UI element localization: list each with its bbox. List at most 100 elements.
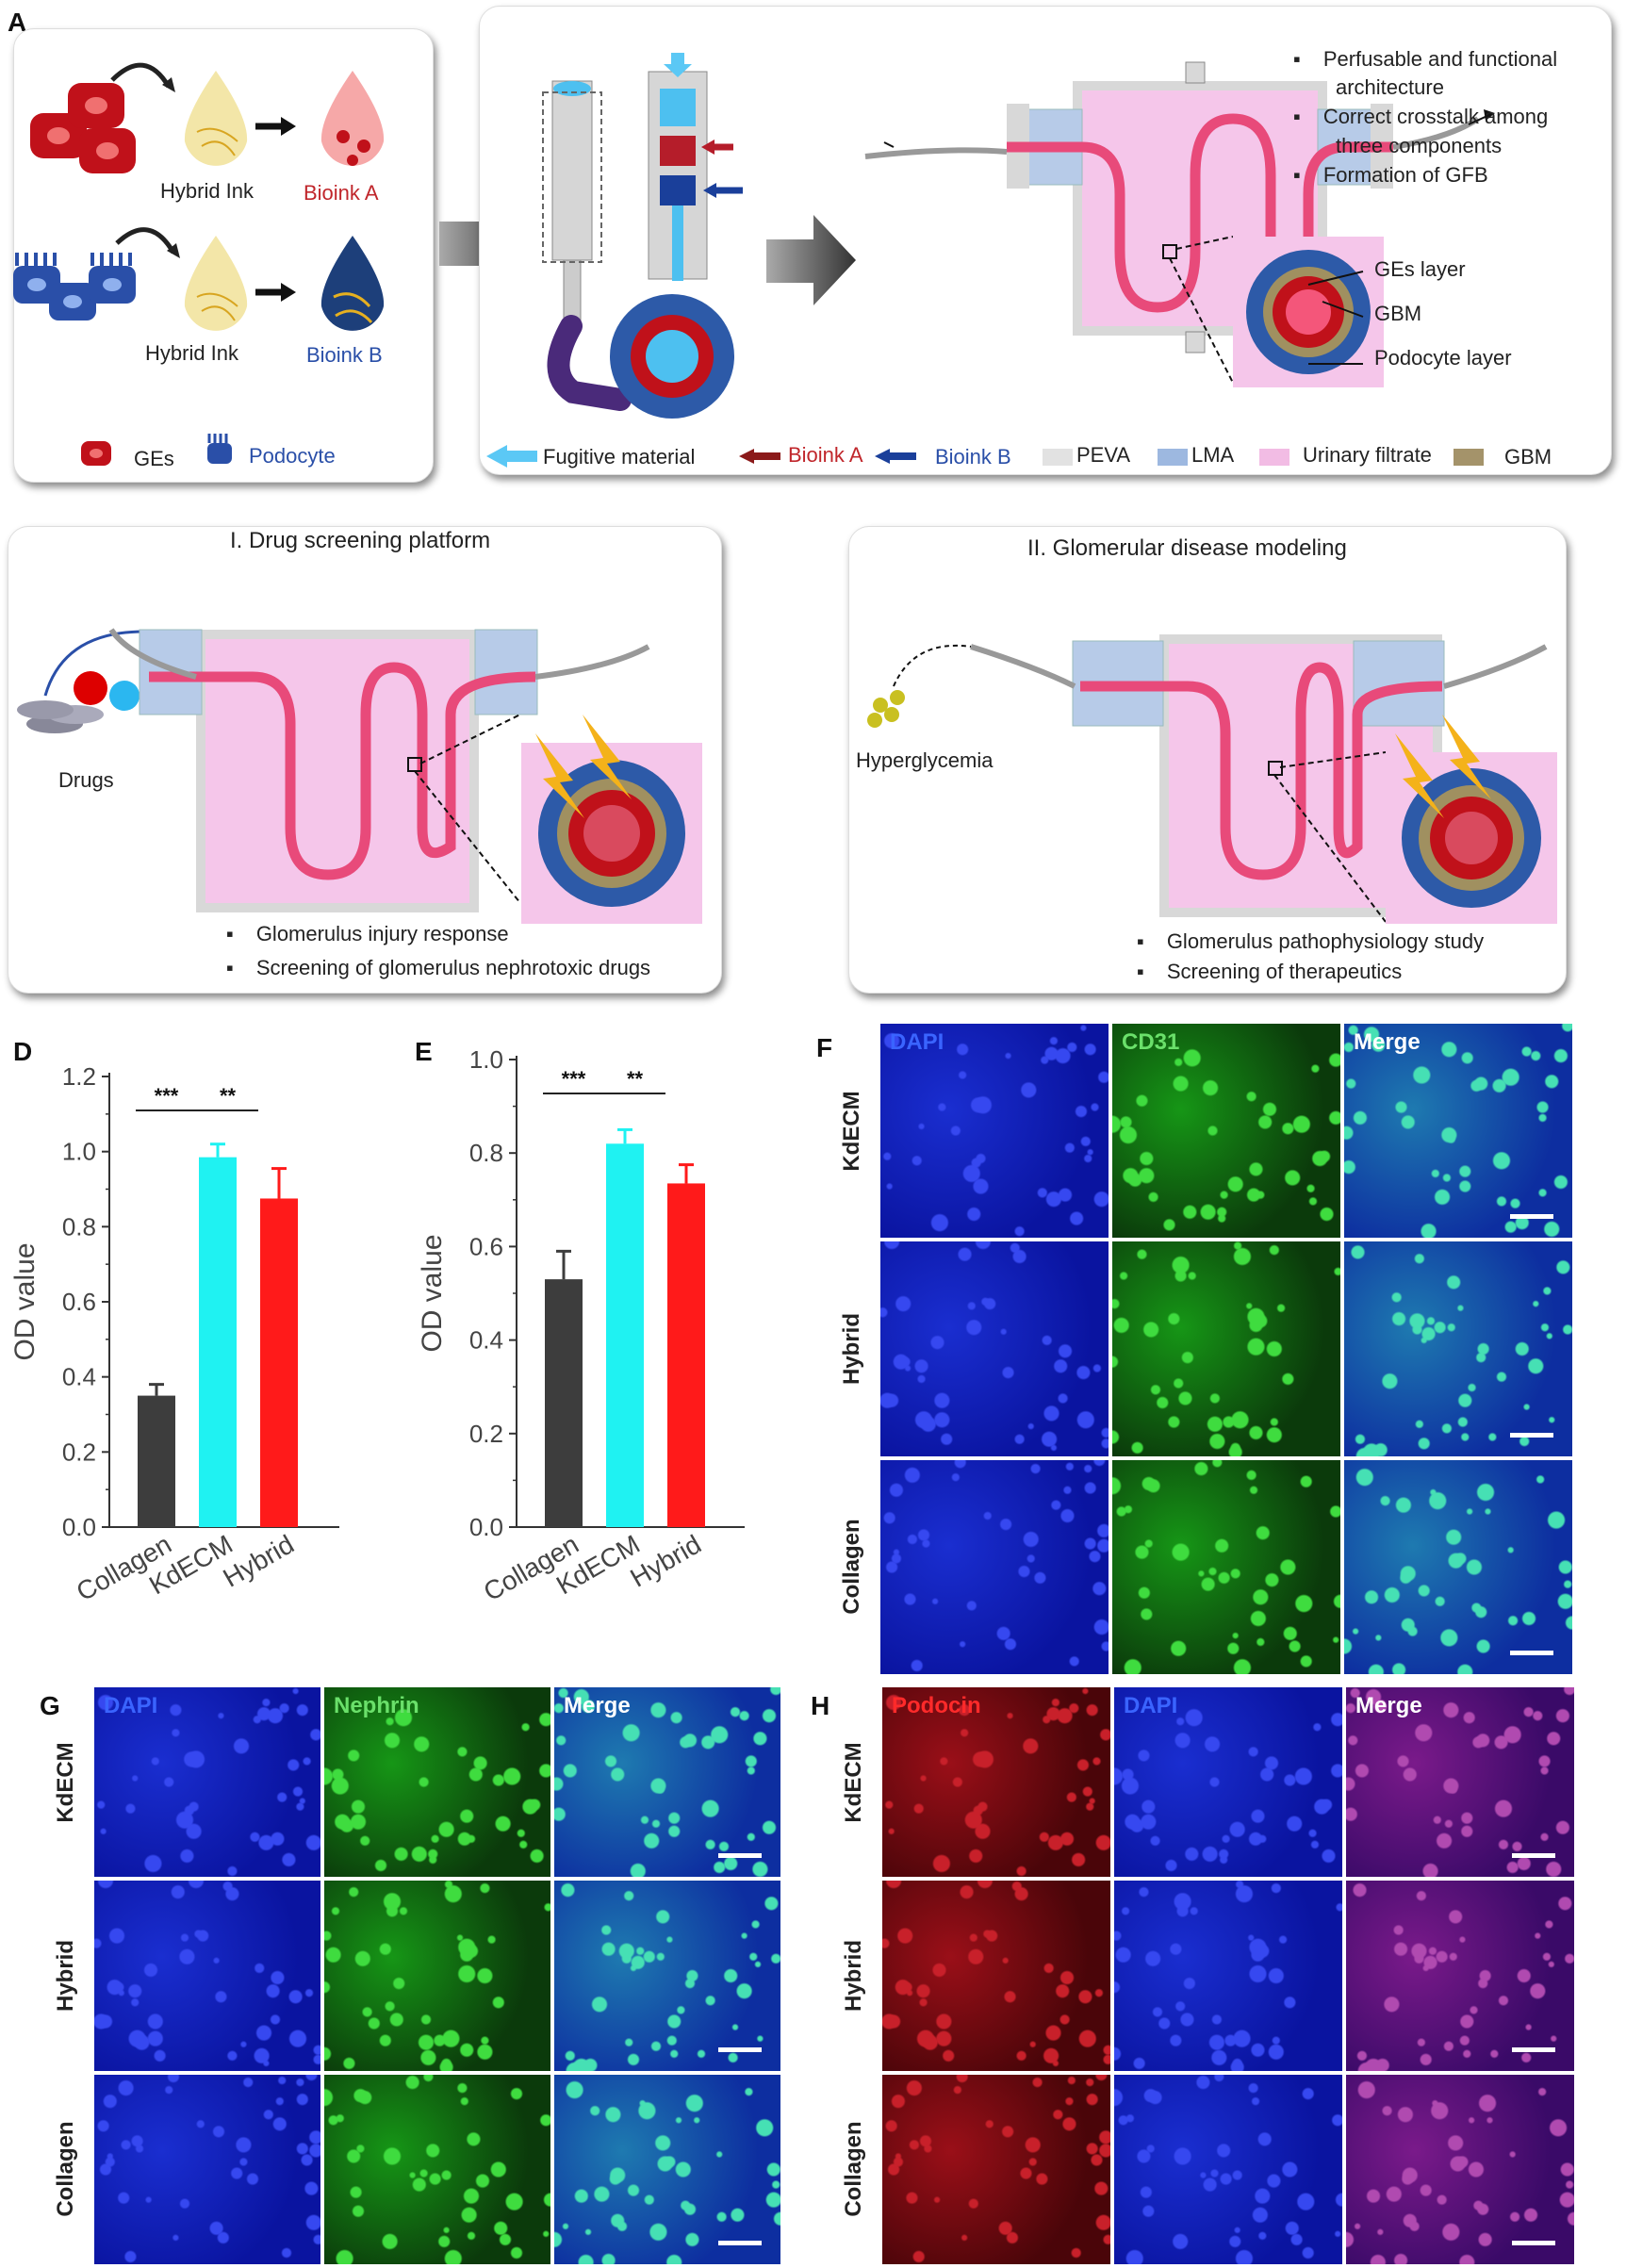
panel-h-micrographs: Podocin DAPI Merge: [882, 1687, 1574, 2264]
micrograph-panelG-kdecm-dapi: DAPI: [94, 1687, 320, 1878]
micrograph-col-label: DAPI: [104, 1693, 158, 1718]
panel-b-illustration: [486, 53, 1495, 468]
micrograph-panelH-hybrid-dapi: [1114, 1881, 1342, 2071]
micrograph-row-label: Hybrid: [53, 1940, 78, 2013]
scale-bar: [1512, 2240, 1555, 2245]
panel-g-micrographs: DAPI Nephrin Merge: [94, 1687, 780, 2264]
bioink-b-legend-icon: [875, 449, 916, 464]
y-tick-label: 1.0: [469, 1046, 503, 1074]
bioink-b-drop-icon: [320, 236, 385, 331]
c2-bullet-2: Screening of therapeutics: [1137, 960, 1403, 984]
significance-label: ***: [562, 1067, 586, 1091]
y-tick-label: 0.4: [469, 1326, 503, 1355]
podocyte-layer-label: Podocyte layer: [1374, 346, 1512, 370]
x-tick-label: Hybrid: [218, 1529, 299, 1592]
hybrid-ink-label-2: Hybrid Ink: [145, 341, 239, 365]
micrograph-panelF-collagen-cd31: [1112, 1459, 1340, 1674]
significance-label: ***: [155, 1084, 179, 1108]
micrograph-col-label: DAPI: [1124, 1693, 1178, 1718]
micrograph-panelG-hybrid-merge: [554, 1881, 780, 2071]
micrograph-panelH-collagen-podocin: [882, 2074, 1110, 2264]
micrograph-panelG-kdecm-merge: Merge: [554, 1687, 780, 1878]
b-bullet-2b: three components: [1336, 134, 1503, 157]
x-tick-label: Hybrid: [625, 1529, 706, 1592]
micrograph-panelH-hybrid-podocin: [882, 1881, 1110, 2071]
y-tick-label: 0.6: [469, 1232, 503, 1260]
y-tick-label: 1.0: [62, 1138, 96, 1166]
micrograph-panelH-kdecm-podocin: Podocin: [882, 1687, 1110, 1878]
hybrid-ink-drop-icon-2: [184, 236, 248, 331]
y-tick-label: 0.4: [62, 1363, 96, 1391]
drugs-label: Drugs: [58, 768, 114, 792]
micrograph-panelG-collagen-dapi: [94, 2074, 320, 2264]
big-arrow-icon-b: [766, 215, 856, 305]
micrograph-panelG-collagen-merge: [554, 2074, 780, 2264]
peva-legend-icon: [1043, 449, 1073, 466]
glucose-icon: [873, 698, 888, 713]
micrograph-col-label: Merge: [1355, 1693, 1422, 1718]
y-tick-label: 0.2: [469, 1420, 503, 1448]
legend-gbm: GBM: [1504, 445, 1552, 468]
legend-bioink-a: Bioink A: [788, 443, 863, 467]
scale-bar: [1510, 1432, 1553, 1438]
significance-label: **: [627, 1067, 644, 1091]
gbm-legend-icon: [1454, 449, 1484, 466]
gbm-label: GBM: [1374, 302, 1422, 325]
y-tick-label: 0.0: [469, 1513, 503, 1541]
panel-letter-f: F: [816, 1033, 833, 1062]
scale-bar: [1512, 1853, 1555, 1859]
b-bullet-2: Correct crosstalk among: [1293, 105, 1548, 129]
hybrid-ink-drop-icon: [184, 71, 248, 166]
y-tick-label: 0.8: [62, 1212, 96, 1241]
micrograph-col-label: Podocin: [892, 1693, 981, 1718]
panel-letter-e: E: [415, 1037, 433, 1066]
micrograph-row-label: Collagen: [839, 1519, 864, 1615]
fugitive-legend-icon: [486, 445, 537, 468]
scale-bar: [1510, 1650, 1553, 1655]
c1-bullet-1: Glomerulus injury response: [226, 922, 509, 946]
bar-hybrid: [260, 1198, 298, 1527]
legend-ges-label: GEs: [134, 447, 174, 470]
disease-model-illustration: [867, 634, 1557, 924]
scale-bar: [1510, 1214, 1553, 1220]
micrograph-panelH-hybrid-merge: [1346, 1881, 1574, 2071]
chip-device-icon: [864, 61, 1495, 387]
panel-f-micrographs: DAPI CD31 Merge: [880, 1024, 1572, 1674]
lightning-icon-2: [1395, 733, 1444, 818]
c1-title: I. Drug screening platform: [230, 528, 491, 553]
bar-collagen: [138, 1395, 175, 1527]
panel-letter-h: H: [811, 1691, 830, 1720]
micrograph-panelG-hybrid-nephrin: [324, 1881, 550, 2071]
panel-letter-d: D: [13, 1037, 33, 1066]
micrograph-col-label: Merge: [1354, 1029, 1421, 1055]
scale-bar: [718, 2046, 762, 2052]
micrograph-panelF-collagen-dapi: [880, 1459, 1109, 1674]
bioink-a-legend-icon: [739, 449, 780, 464]
c2-bullet-1: Glomerulus pathophysiology study: [1137, 929, 1484, 954]
b-bullet-1b: architecture: [1336, 75, 1444, 99]
bar-kdecm: [606, 1143, 644, 1527]
bar-hybrid: [667, 1183, 705, 1527]
y-tick-label: 0.2: [62, 1438, 96, 1466]
micrograph-panelH-collagen-merge: [1346, 2074, 1574, 2264]
y-tick-label: 0.6: [62, 1288, 96, 1316]
micrograph-col-label: Nephrin: [334, 1693, 419, 1718]
drugs-icon: [17, 630, 150, 733]
bioink-a-label: Bioink A: [304, 181, 379, 205]
y-tick-label: 1.2: [62, 1062, 96, 1091]
ges-layer-label: GEs layer: [1374, 257, 1466, 281]
podocyte-cells-icon: [13, 253, 136, 320]
podocyte-legend-icon: [207, 443, 232, 464]
bioink-b-label: Bioink B: [306, 343, 383, 367]
micrograph-panelF-kdecm-dapi: DAPI: [880, 1024, 1109, 1239]
micrograph-row-label: Collagen: [841, 2121, 866, 2217]
lightning-icon: [535, 733, 584, 818]
b-bullet-3: Formation of GFB: [1293, 163, 1488, 188]
scale-bar: [1512, 2046, 1555, 2052]
significance-label: **: [220, 1084, 237, 1108]
micrograph-panelH-kdecm-dapi: DAPI: [1114, 1687, 1342, 1878]
panel-letter-g: G: [40, 1691, 60, 1720]
b-bullet-1: Perfusable and functional: [1293, 47, 1557, 72]
legend-peva: PEVA: [1076, 443, 1131, 467]
urinary-legend-icon: [1259, 449, 1289, 466]
